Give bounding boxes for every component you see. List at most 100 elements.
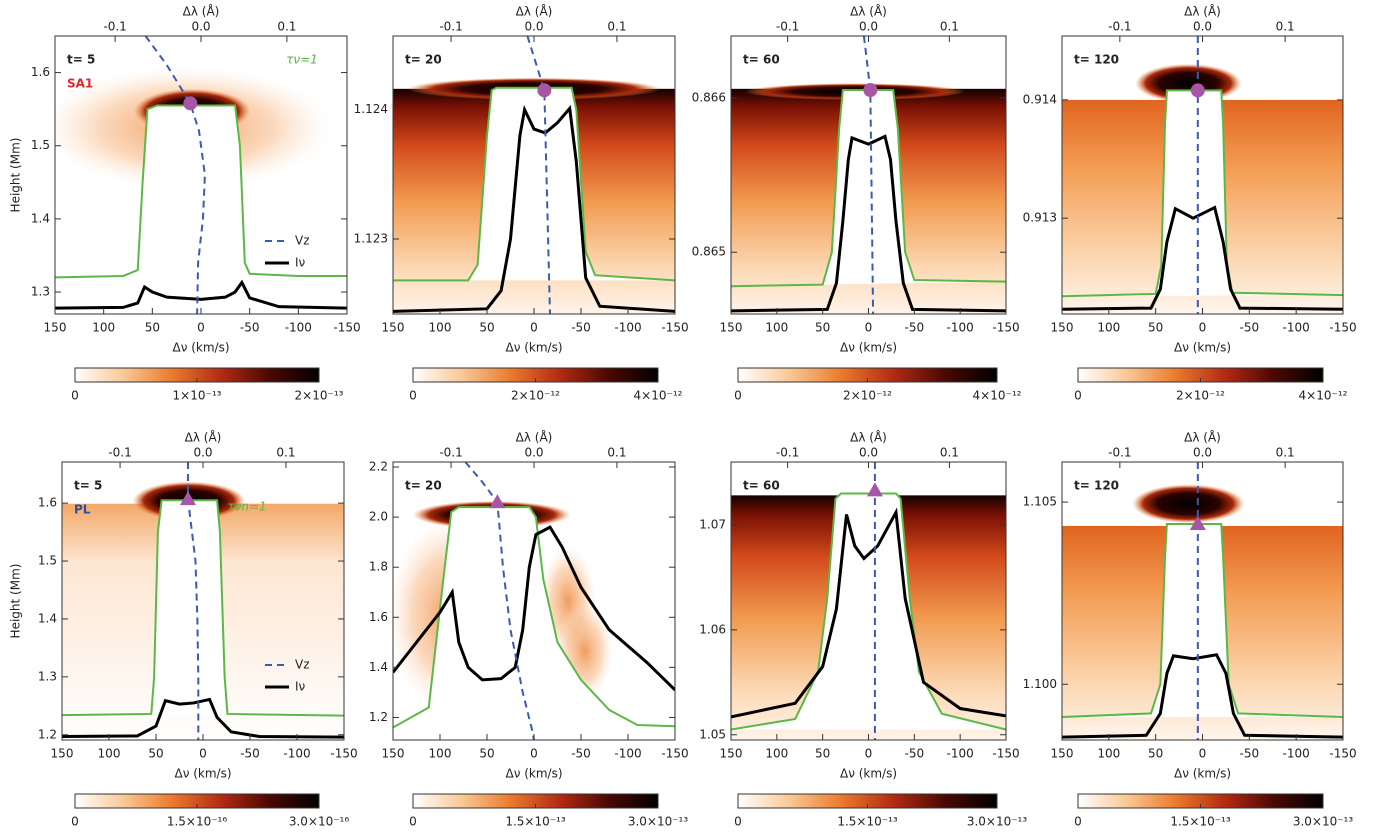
marker (866, 482, 883, 497)
profile-line (464, 462, 535, 740)
x-tick-label: 0 (865, 321, 873, 335)
x-tick-label: 0 (1199, 747, 1207, 761)
x-axis-label: Δν (km/s) (174, 767, 231, 781)
colorbar-tick-label: 2×10⁻¹² (1176, 389, 1225, 403)
x-tick-label: -50 (1240, 321, 1260, 335)
y-tick-label: 1.105 (1023, 495, 1057, 509)
marker (537, 83, 552, 98)
x2-axis-label: Δλ (Å) (516, 4, 553, 19)
x-tick-label: -100 (614, 321, 641, 335)
marker (183, 96, 198, 111)
x2-tick-label: 0.0 (1193, 446, 1212, 460)
y-tick-label: 1.3 (38, 669, 57, 683)
x-tick-label: -150 (661, 747, 688, 761)
time-label: t= 120 (1074, 479, 1119, 493)
marker (863, 83, 878, 98)
x-tick-label: -50 (240, 321, 260, 335)
x-tick-label: -150 (661, 321, 688, 335)
x-tick-label: -100 (283, 747, 310, 761)
x-tick-label: 100 (429, 747, 452, 761)
x-tick-label: 150 (720, 747, 743, 761)
x2-axis-label: Δλ (Å) (516, 430, 553, 445)
heatmap-blob (1132, 484, 1245, 524)
y-tick-label: 1.2 (38, 727, 57, 741)
colorbar-tick-label: 4×10⁻¹² (634, 389, 683, 403)
core-fill (393, 507, 675, 728)
profile-line (731, 134, 1006, 313)
core-fill (393, 87, 675, 281)
x-tick-label: 100 (1097, 747, 1120, 761)
x2-tick-label: 0.0 (193, 446, 212, 460)
y-tick-label: 1.3 (31, 285, 50, 299)
profile-line (731, 507, 1006, 719)
time-label: t= 20 (405, 479, 442, 493)
plot-area (55, 36, 347, 314)
x-tick-label: -50 (571, 747, 591, 761)
x-tick-label: 50 (815, 747, 830, 761)
plot-area (393, 36, 675, 314)
tau-annotation: τν=1 (286, 53, 318, 67)
colorbar-tick-label: 0 (71, 389, 79, 403)
time-label: t= 20 (405, 53, 442, 67)
x-tick-label: -100 (614, 747, 641, 761)
x2-tick-label: 0.0 (1193, 20, 1212, 34)
profile-line (1062, 205, 1343, 311)
x2-axis-label: Δλ (Å) (1184, 4, 1221, 19)
plot-area (731, 462, 1006, 740)
x-tick-label: 150 (1051, 747, 1074, 761)
colorbar-tick-label: 0 (1074, 389, 1082, 403)
x-tick-label: 50 (1148, 321, 1163, 335)
x-tick-label: 100 (1097, 321, 1120, 335)
colorbar-tick-label: 2×10⁻¹² (843, 389, 892, 403)
x2-tick-label: 0.1 (277, 20, 296, 34)
x2-tick-label: -0.1 (103, 20, 126, 34)
profile-line (393, 104, 675, 313)
x-tick-label: 100 (765, 321, 788, 335)
x-tick-label: -50 (905, 747, 925, 761)
model-label: SA1 (67, 77, 93, 91)
x-axis-label: Δν (km/s) (1174, 341, 1231, 355)
x-tick-label: -150 (1329, 321, 1356, 335)
x-axis-label: Δν (km/s) (172, 341, 229, 355)
y-tick-label: 0.913 (1023, 211, 1057, 225)
x2-tick-label: 0.1 (940, 20, 959, 34)
x-tick-label: 100 (765, 747, 788, 761)
core-fill (1062, 523, 1343, 718)
core-fill (55, 105, 347, 278)
colorbar-tick-label: 3.0×10⁻¹⁶ (289, 815, 350, 829)
x2-tick-label: 0.1 (276, 446, 295, 460)
profile-line (393, 525, 675, 691)
y-tick-label: 1.100 (1023, 677, 1057, 691)
time-label: t= 60 (743, 53, 780, 67)
x2-tick-label: 0.1 (607, 446, 626, 460)
colorbar-tick-label: 0 (734, 815, 742, 829)
plot-area (731, 36, 1006, 314)
x2-tick-label: 0.0 (524, 20, 543, 34)
x-tick-label: -150 (1329, 747, 1356, 761)
plot-area (1062, 462, 1343, 740)
x-tick-label: 50 (479, 747, 494, 761)
colorbar-tick-label: 4×10⁻¹² (1299, 389, 1348, 403)
core-fill (731, 493, 1006, 730)
colorbar-tick-label: 3.0×10⁻¹³ (628, 815, 689, 829)
x2-axis-label: Δλ (Å) (1184, 430, 1221, 445)
x-tick-label: 150 (44, 321, 67, 335)
tau-annotation: τνn=1 (227, 500, 266, 514)
x-tick-label: 0 (865, 747, 873, 761)
x-tick-label: -150 (333, 321, 360, 335)
x-axis-label: Δν (km/s) (505, 341, 562, 355)
y-tick-label: 1.4 (38, 611, 57, 625)
y-tick-label: 2.2 (369, 460, 388, 474)
x-tick-label: 0 (199, 747, 207, 761)
x2-tick-label: -0.1 (439, 20, 462, 34)
y-tick-label: 1.2 (369, 710, 388, 724)
x-tick-label: 50 (145, 321, 160, 335)
marker (1190, 83, 1205, 98)
x-tick-label: 0 (197, 321, 205, 335)
x-tick-label: 150 (1051, 321, 1074, 335)
x2-tick-label: -0.1 (1108, 20, 1131, 34)
x-tick-label: 50 (815, 321, 830, 335)
x2-tick-label: -0.1 (776, 20, 799, 34)
